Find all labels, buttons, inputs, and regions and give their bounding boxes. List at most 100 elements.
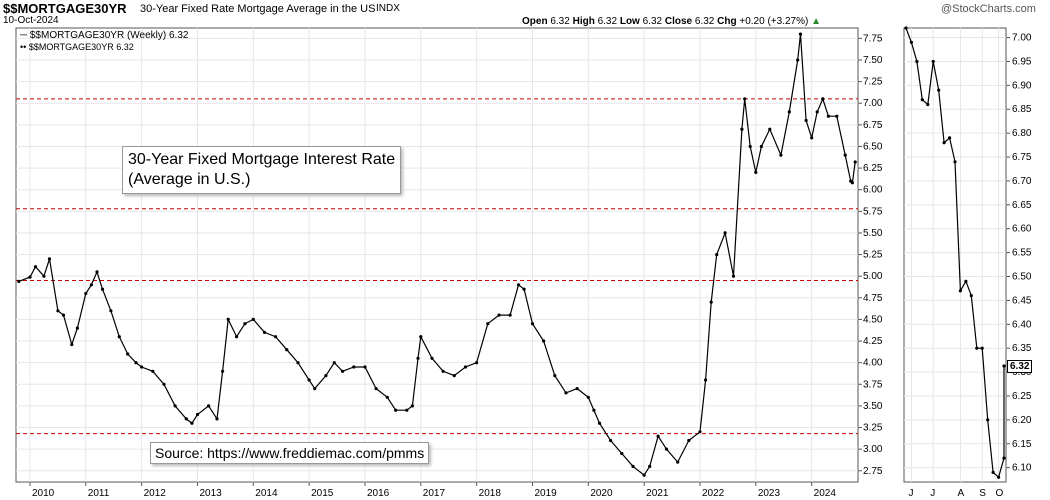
chg-label: Chg xyxy=(717,16,737,27)
zoom-data-point xyxy=(991,470,995,474)
y-tick-label: 5.75 xyxy=(863,206,883,217)
zoom-y-tick-label: 6.20 xyxy=(1012,415,1032,426)
main-data-point xyxy=(843,153,847,157)
main-data-point xyxy=(575,387,579,391)
y-tick-label: 3.00 xyxy=(863,444,883,455)
main-data-point xyxy=(821,97,825,101)
x-tick-label: 2012 xyxy=(144,488,167,499)
main-data-point xyxy=(853,160,857,164)
main-data-point xyxy=(84,291,88,296)
main-data-point xyxy=(815,110,819,114)
zoom-y-tick-label: 6.95 xyxy=(1012,56,1032,67)
main-data-point xyxy=(274,335,278,339)
main-data-point xyxy=(151,369,155,373)
legend-dots-label: $$MORTGAGE30YR 6.32 xyxy=(28,42,134,52)
zoom-last-point xyxy=(1002,364,1006,368)
main-data-point xyxy=(698,430,702,434)
main-data-point xyxy=(740,127,744,131)
x-tick-label: 2010 xyxy=(32,488,55,499)
main-data-point xyxy=(452,374,456,378)
legend-line-label: $$MORTGAGE30YR (Weekly) 6.32 xyxy=(29,30,189,41)
zoom-y-tick-label: 6.10 xyxy=(1012,463,1032,474)
main-data-point xyxy=(95,270,99,274)
x-tick-label: 2016 xyxy=(367,488,390,499)
main-data-point xyxy=(184,417,188,421)
x-tick-label: 2022 xyxy=(702,488,725,499)
main-data-point xyxy=(89,283,93,287)
x-tick-label: 2011 xyxy=(88,488,110,499)
main-data-point xyxy=(743,97,747,101)
main-data-point xyxy=(835,114,839,118)
y-tick-label: 7.25 xyxy=(863,77,883,88)
main-data-point xyxy=(664,447,669,451)
main-data-point xyxy=(779,153,783,157)
y-tick-label: 6.75 xyxy=(863,120,883,131)
main-data-point xyxy=(126,352,130,356)
y-tick-label: 4.75 xyxy=(863,293,883,304)
main-data-point xyxy=(798,32,803,36)
zoom-data-point xyxy=(980,346,984,350)
zoom-y-tick-label: 6.80 xyxy=(1012,128,1032,139)
x-tick-label: 2015 xyxy=(311,488,334,499)
y-tick-label: 6.50 xyxy=(863,141,883,152)
zoom-plot-frame xyxy=(903,27,1007,483)
zoom-x-tick-label: J xyxy=(930,488,935,499)
main-data-point xyxy=(430,356,434,360)
zoom-data-point xyxy=(937,88,941,92)
main-data-point xyxy=(687,438,691,443)
main-data-point xyxy=(609,438,613,443)
y-tick-label: 5.25 xyxy=(863,250,883,261)
main-data-point xyxy=(47,257,52,261)
ohlc-readout: Open 6.32 High 6.32 Low 6.32 Close 6.32 … xyxy=(522,16,821,27)
y-tick-label: 2.75 xyxy=(863,466,883,477)
y-tick-label: 3.50 xyxy=(863,401,883,412)
main-data-point xyxy=(723,231,727,235)
exchange-label: INDX xyxy=(376,3,400,14)
main-data-point xyxy=(704,378,708,382)
x-tick-label: 2023 xyxy=(758,488,781,499)
main-data-point xyxy=(56,309,60,313)
zoom-x-tick-label: O xyxy=(996,488,1004,499)
x-tick-label: 2019 xyxy=(534,488,557,499)
zoom-data-point xyxy=(986,418,990,422)
main-data-point xyxy=(221,369,225,373)
main-data-point xyxy=(564,391,568,395)
main-data-point xyxy=(162,382,166,386)
main-data-point xyxy=(508,313,512,317)
zoom-y-tick-label: 6.55 xyxy=(1012,248,1032,259)
close-value: 6.32 xyxy=(694,16,715,27)
main-data-point xyxy=(731,274,736,278)
zoom-data-point xyxy=(948,136,952,140)
main-data-point xyxy=(419,335,423,339)
zoom-y-tick-label: 6.35 xyxy=(1012,343,1032,354)
y-tick-label: 6.25 xyxy=(863,163,883,174)
main-data-point xyxy=(341,369,345,373)
y-tick-label: 4.25 xyxy=(863,336,883,347)
main-data-point xyxy=(804,118,808,123)
main-data-point xyxy=(352,365,356,369)
main-data-point xyxy=(262,330,267,334)
zoom-data-point xyxy=(915,59,919,64)
main-data-point xyxy=(296,361,300,365)
main-data-point xyxy=(285,348,289,352)
main-data-point xyxy=(243,322,247,326)
main-data-point xyxy=(620,451,624,456)
y-tick-label: 5.00 xyxy=(863,271,883,282)
zoom-y-tick-label: 6.65 xyxy=(1012,200,1032,211)
zoom-y-tick-label: 6.60 xyxy=(1012,224,1032,235)
main-data-point xyxy=(631,464,635,468)
main-data-point xyxy=(715,253,719,257)
stockcharts-watermark: @StockCharts.com xyxy=(941,3,1036,15)
legend-dots: •• $$MORTGAGE30YR 6.32 xyxy=(20,42,134,52)
y-tick-label: 7.50 xyxy=(863,55,883,66)
main-data-point xyxy=(28,275,32,279)
zoom-data-point xyxy=(958,289,963,293)
main-data-point xyxy=(307,378,311,382)
zoom-x-tick-label: J xyxy=(908,488,913,499)
main-data-point xyxy=(759,144,764,149)
zoom-data-point xyxy=(931,59,935,64)
main-data-point xyxy=(385,395,389,399)
chart-annotation: 30-Year Fixed Mortgage Interest Rate (Av… xyxy=(122,146,402,194)
